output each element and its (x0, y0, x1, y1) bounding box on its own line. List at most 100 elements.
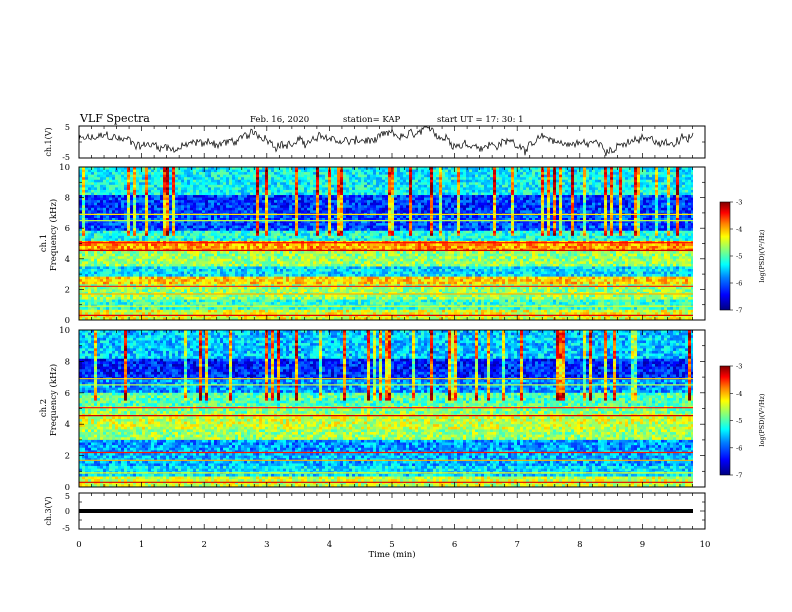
spectrogram-cell (196, 200, 199, 203)
spectrogram-cell (355, 170, 358, 173)
spectrogram-cell (145, 180, 148, 183)
spectrogram-cell (562, 200, 565, 203)
spectrogram-cell (562, 203, 565, 206)
spectrogram-cell (283, 200, 286, 203)
spectrogram-cell (547, 177, 550, 180)
spectrogram-cell (124, 195, 127, 198)
spectrogram-cell (103, 193, 106, 196)
spectrogram-cell (442, 208, 445, 211)
spectrogram-cell (223, 182, 226, 185)
spectrogram-cell (337, 182, 340, 185)
spectrogram-cell (604, 187, 607, 190)
spectrogram-cell (223, 193, 226, 196)
spectrogram-cell (448, 205, 451, 208)
spectrogram-cell (631, 177, 634, 180)
spectrogram-cell (214, 210, 217, 213)
spectrogram-cell (268, 180, 271, 183)
spectrogram-cell (316, 203, 319, 206)
spectrogram-cell (94, 200, 97, 203)
spectrogram-cell (220, 193, 223, 196)
spectrogram-cell (289, 172, 292, 175)
spectrogram-cell (268, 190, 271, 193)
spectrogram-cell (547, 210, 550, 213)
spectrogram-cell (100, 170, 103, 173)
spectrogram-cell (280, 198, 283, 201)
spectrogram-cell (685, 193, 688, 196)
spectrogram-cell (229, 210, 232, 213)
spectrogram-cell (454, 203, 457, 206)
spectrogram-cell (565, 203, 568, 206)
spectrogram-cell (106, 200, 109, 203)
spectrogram-cell (514, 198, 517, 201)
spectrogram-cell (592, 172, 595, 175)
spectrogram-cell (679, 198, 682, 201)
spectrogram-cell (331, 175, 334, 178)
spectrogram-cell (550, 175, 553, 178)
spectrogram-cell (322, 200, 325, 203)
spectrogram-cell (82, 185, 85, 188)
spectrogram-cell (145, 203, 148, 206)
spectrogram-cell (94, 172, 97, 175)
spectrogram-cell (529, 200, 532, 203)
spectrogram-cell (232, 177, 235, 180)
spectrogram-cell (400, 205, 403, 208)
spectrogram-cell (472, 193, 475, 196)
spectrogram-cell (676, 187, 679, 190)
spectrogram-cell (85, 170, 88, 173)
spectrogram-cell (193, 205, 196, 208)
spectrogram-cell (424, 200, 427, 203)
spectrogram-cell (607, 182, 610, 185)
spectrogram-cell (487, 177, 490, 180)
spectrogram-cell (418, 182, 421, 185)
spectrogram-cell (472, 177, 475, 180)
spectrogram-cell (541, 172, 544, 175)
spectrogram-cell (301, 193, 304, 196)
spectrogram-cell (424, 203, 427, 206)
spectrogram-cell (448, 210, 451, 213)
spectrogram-cell (607, 210, 610, 213)
spectrogram-cell (658, 172, 661, 175)
spectrogram-cell (238, 200, 241, 203)
spectrogram-cell (547, 198, 550, 201)
spectrogram-cell (427, 172, 430, 175)
spectrogram-cell (334, 208, 337, 211)
spectrogram-cell (631, 200, 634, 203)
spectrogram-cell (184, 208, 187, 211)
spectrogram-cell (412, 177, 415, 180)
spectrogram-cell (304, 210, 307, 213)
spectrogram-cell (379, 190, 382, 193)
spectrogram-cell (97, 177, 100, 180)
spectrogram-cell (466, 180, 469, 183)
spectrogram-cell (163, 193, 166, 196)
spectrogram-cell (208, 190, 211, 193)
spectrogram-cell (385, 205, 388, 208)
spectrogram-cell (619, 180, 622, 183)
spectrogram-cell (157, 203, 160, 206)
spectrogram-cell (610, 195, 613, 198)
spectrogram-cell (244, 180, 247, 183)
spectrogram-cell (574, 177, 577, 180)
spectrogram-cell (529, 175, 532, 178)
spectrogram-cell (166, 198, 169, 201)
spectrogram-cell (373, 175, 376, 178)
spectrogram-cell (226, 172, 229, 175)
spectrogram-cell (214, 172, 217, 175)
spectrogram-cell (100, 187, 103, 190)
spectrogram-cell (520, 205, 523, 208)
spectrogram-cell (394, 187, 397, 190)
spectrogram-cell (460, 200, 463, 203)
spectrogram-cell (502, 172, 505, 175)
spectrogram-cell (421, 203, 424, 206)
spectrogram-cell (367, 205, 370, 208)
spectrogram-cell (370, 205, 373, 208)
spectrogram-cell (349, 182, 352, 185)
spectrogram-cell (664, 208, 667, 211)
spectrogram-cell (610, 210, 613, 213)
spectrogram-cell (655, 187, 658, 190)
spectrogram-cell (505, 198, 508, 201)
spectrogram-cell (403, 175, 406, 178)
spectrogram-cell (340, 180, 343, 183)
spectrogram-cell (508, 198, 511, 201)
spectrogram-cell (367, 170, 370, 173)
spectrogram-cell (601, 210, 604, 213)
